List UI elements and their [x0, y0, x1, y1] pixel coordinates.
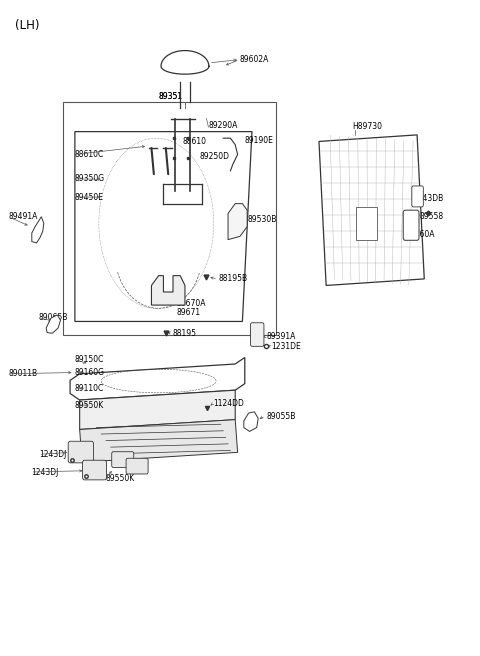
Text: 89351: 89351	[158, 92, 183, 102]
Text: 89250D: 89250D	[199, 152, 229, 161]
Polygon shape	[228, 203, 247, 239]
Text: 89550K: 89550K	[75, 401, 104, 410]
Text: 89670A: 89670A	[177, 298, 206, 308]
Text: 89110C: 89110C	[75, 384, 104, 393]
Text: 89190E: 89190E	[245, 136, 274, 145]
Text: 89160G: 89160G	[75, 368, 105, 377]
FancyBboxPatch shape	[83, 461, 107, 480]
Text: 89491A: 89491A	[9, 213, 38, 221]
FancyBboxPatch shape	[112, 452, 134, 468]
Text: 89351: 89351	[158, 92, 183, 102]
Polygon shape	[80, 420, 238, 462]
Text: 88610: 88610	[182, 137, 206, 146]
Text: 1231DE: 1231DE	[271, 342, 301, 351]
Text: 89290A: 89290A	[209, 121, 238, 130]
FancyBboxPatch shape	[68, 441, 94, 463]
Text: 89671: 89671	[177, 308, 201, 318]
Text: 89391A: 89391A	[266, 332, 296, 341]
Polygon shape	[319, 135, 424, 285]
Text: 89530B: 89530B	[247, 215, 276, 224]
Text: 89460A: 89460A	[405, 230, 434, 239]
Polygon shape	[75, 132, 252, 321]
Text: 89055B: 89055B	[266, 412, 296, 421]
Text: 1243DJ: 1243DJ	[31, 468, 58, 476]
Text: 1124DD: 1124DD	[214, 399, 244, 408]
Text: 1243DB: 1243DB	[413, 194, 444, 203]
Text: 88610C: 88610C	[75, 150, 104, 159]
Text: (LH): (LH)	[15, 19, 39, 32]
Bar	[63, 102, 276, 335]
Text: 89350G: 89350G	[75, 174, 105, 183]
FancyBboxPatch shape	[251, 323, 264, 346]
FancyBboxPatch shape	[412, 186, 423, 207]
Text: 89602A: 89602A	[240, 55, 269, 64]
Polygon shape	[80, 390, 235, 430]
Text: 89550K: 89550K	[106, 474, 135, 483]
Polygon shape	[152, 276, 185, 305]
FancyBboxPatch shape	[126, 459, 148, 474]
FancyBboxPatch shape	[403, 210, 419, 240]
Polygon shape	[32, 216, 44, 243]
Text: 88195B: 88195B	[218, 274, 248, 283]
Text: 89450E: 89450E	[75, 193, 104, 201]
Text: 89065B: 89065B	[39, 313, 68, 322]
Polygon shape	[46, 315, 60, 333]
Bar	[356, 207, 377, 240]
Polygon shape	[161, 51, 209, 74]
Text: 89011B: 89011B	[9, 369, 38, 379]
Text: 88195: 88195	[173, 329, 197, 338]
Text: 1243DJ: 1243DJ	[39, 450, 66, 459]
Text: H89730: H89730	[352, 122, 383, 131]
Polygon shape	[70, 358, 245, 400]
Polygon shape	[244, 412, 258, 432]
Text: 89150C: 89150C	[75, 355, 104, 364]
Text: 89558: 89558	[420, 213, 444, 221]
